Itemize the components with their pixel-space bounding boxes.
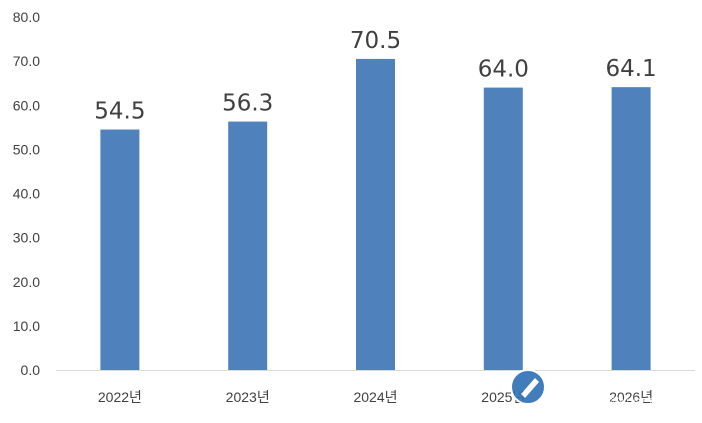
x-tick-label: 2022년 (98, 389, 142, 405)
bar-value-label: 56.3 (222, 91, 273, 117)
bar-series (100, 58, 651, 370)
x-tick-label: 2026년 (609, 389, 653, 405)
y-tick-label: 60.0 (13, 97, 40, 113)
watermark-subtitle: Incheon Metropolitan Newspaper (554, 396, 670, 404)
bar (483, 87, 523, 370)
y-tick-label: 30.0 (13, 230, 40, 246)
y-tick-label: 80.0 (13, 9, 40, 25)
bar-value-label: 54.5 (94, 99, 145, 125)
bar (611, 87, 651, 370)
x-tick-label: 2023년 (226, 389, 270, 405)
pen-nib-icon (521, 378, 539, 398)
data-labels: 54.5 56.3 70.5 64.0 64.1 (94, 28, 656, 125)
y-axis: 0.0 10.0 20.0 30.0 40.0 50.0 60.0 70.0 80.0 (13, 9, 40, 378)
bar-value-label: 64.1 (605, 56, 656, 82)
y-tick-label: 50.0 (13, 141, 40, 157)
y-tick-label: 0.0 (21, 362, 41, 378)
bar-value-label: 64.0 (478, 57, 529, 83)
y-tick-label: 40.0 (13, 186, 40, 202)
y-tick-label: 70.0 (13, 53, 40, 69)
x-tick-label: 2024년 (353, 389, 397, 405)
watermark-logo: 인천광역신문 Incheon Metropolitan Newspaper (510, 369, 670, 405)
bar (356, 58, 395, 370)
bar (228, 121, 268, 370)
y-tick-label: 20.0 (13, 274, 40, 290)
bar-value-label: 70.5 (350, 28, 401, 54)
y-tick-label: 10.0 (13, 318, 40, 334)
bar (100, 129, 140, 370)
x-axis: 2022년 2023년 2024년 2025년 2026년 (98, 389, 653, 405)
watermark-title: 인천광역신문 (552, 374, 646, 394)
